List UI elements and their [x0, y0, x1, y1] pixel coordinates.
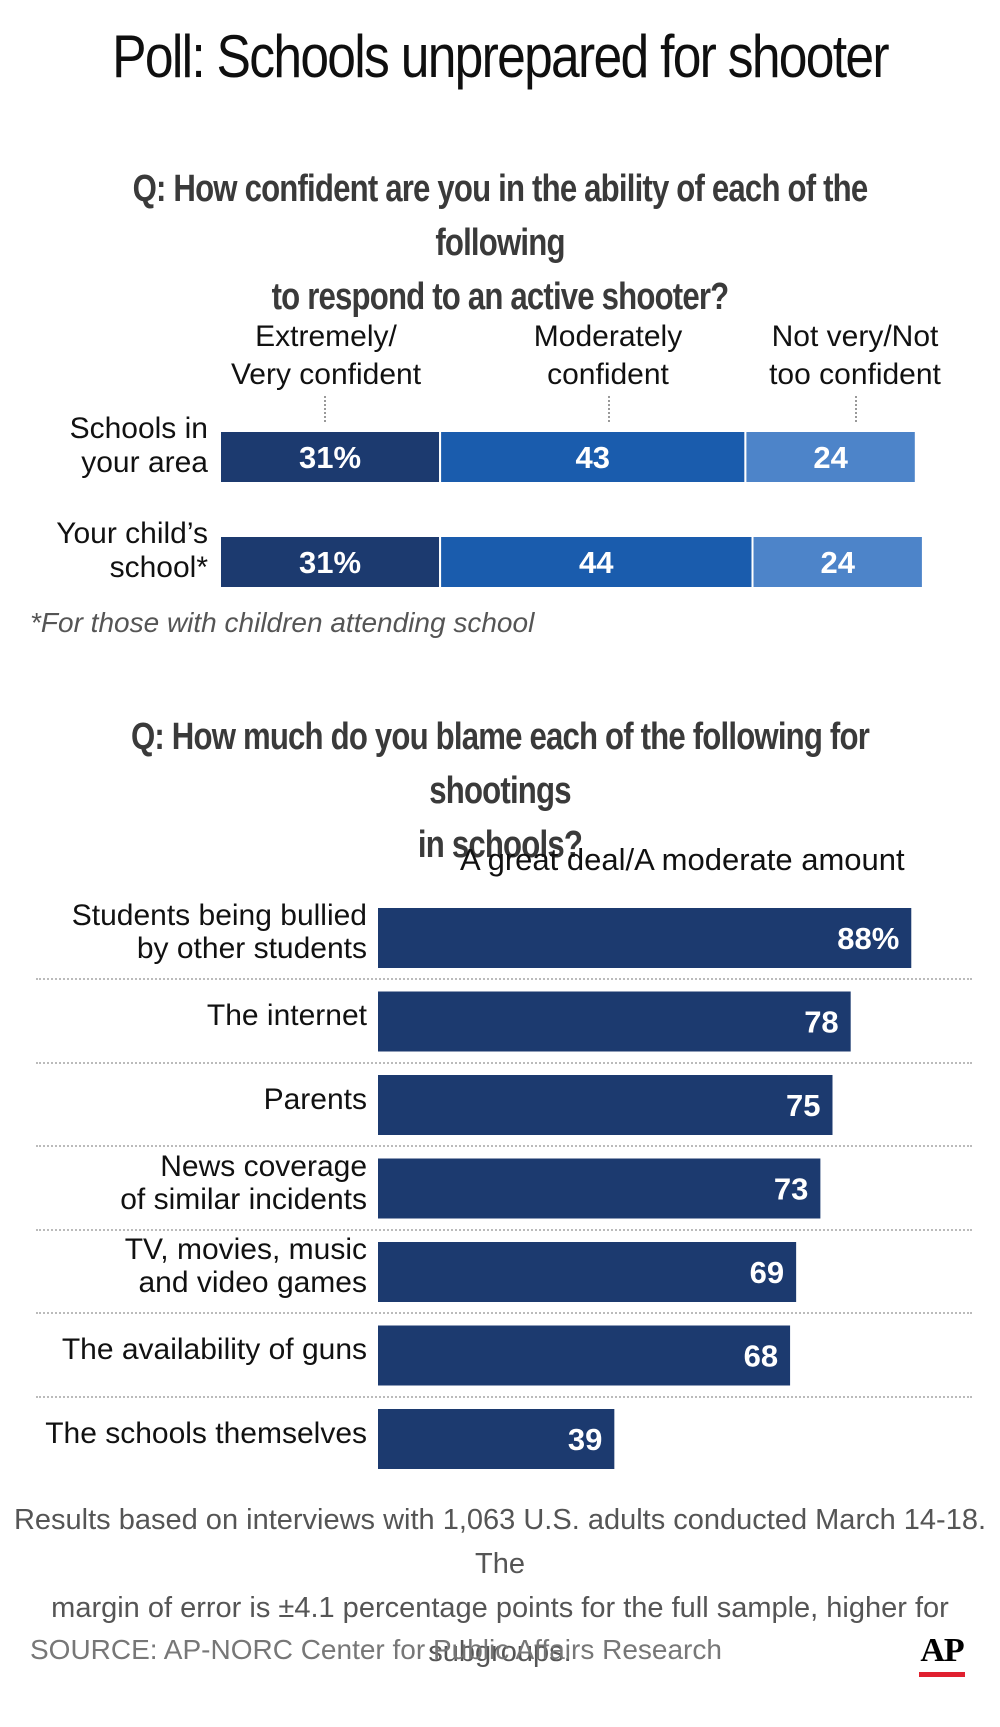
bar-segment-extremely-confident — [219, 430, 442, 484]
row-label-line: your area — [81, 446, 208, 479]
category-label-line: Students being bullied — [71, 899, 367, 932]
row-separator — [36, 1145, 972, 1147]
category-label-line: of similar incidents — [120, 1182, 367, 1216]
bar-value-label: 73 — [774, 1172, 808, 1207]
bar-value-label: 44 — [579, 545, 614, 580]
bar — [378, 991, 851, 1052]
legend-leader-line — [855, 396, 857, 422]
bar-value-label: 68 — [744, 1339, 778, 1374]
category-label-line: by other students — [136, 932, 367, 965]
row-label-childs-school: Your child’s school* — [56, 517, 208, 585]
category-label: The schools themselves — [45, 1417, 367, 1450]
question-confidence: Q: How confident are you in the ability … — [90, 162, 910, 324]
category-label: Students being bullied by other students — [72, 899, 367, 965]
bar — [378, 1409, 615, 1469]
bar-value-label: 24 — [820, 545, 855, 580]
question-blame-line2: in schools? — [417, 824, 583, 866]
category-label: TV, movies, music and video games — [125, 1233, 367, 1299]
legend-not-confident: Not very/Not too confident — [745, 318, 965, 394]
bar-segment-moderately-confident — [439, 535, 754, 589]
bar-value-label: 69 — [750, 1255, 784, 1290]
bar — [378, 1242, 797, 1302]
row-separator — [36, 1395, 972, 1398]
category-label-line: The internet — [206, 999, 367, 1032]
category-label-line: TV, movies, music — [124, 1233, 367, 1266]
category-label-line: The availability of guns — [61, 1333, 367, 1366]
row-separator — [36, 1228, 972, 1231]
row-label-line: Your child’s — [56, 517, 208, 550]
confidence-stacked-bar-chart: 31% 43 24 31% 44 24 — [219, 430, 924, 589]
row-label-schools-in-area: Schools in your area — [70, 412, 208, 480]
bar-value-label: 39 — [568, 1422, 602, 1457]
row-label-line: school* — [109, 551, 208, 584]
ap-logo-bar — [919, 1672, 965, 1677]
legend-label-line: Not very/Not — [771, 320, 939, 353]
legend-label-line: Extremely/ — [255, 320, 397, 353]
bar-value-label: 78 — [804, 1005, 838, 1040]
chart-title: Poll: Schools unprepared for shooter — [112, 23, 889, 90]
bar-segment-moderately-confident — [439, 430, 747, 484]
footnote: *For those with children attending schoo… — [30, 607, 535, 638]
category-label-line: News coverage — [160, 1149, 367, 1183]
bar-value-label: 88% — [837, 921, 899, 956]
bar — [378, 908, 912, 968]
bar-value-label: 24 — [813, 440, 848, 475]
category-label: Parents — [264, 1083, 367, 1116]
question-confidence-line1: Q: How confident are you in the ability … — [132, 168, 869, 264]
blame-bar-chart: 88% 78 75 73 69 68 39 — [378, 908, 912, 1469]
question-blame-line1: Q: How much do you blame each of the fol… — [130, 716, 870, 812]
row-label-line: Schools in — [69, 412, 208, 445]
legend-label-line: too confident — [769, 358, 941, 391]
bar — [378, 1158, 821, 1219]
source-credit: SOURCE: AP-NORC Center for Public Affair… — [30, 1634, 722, 1665]
bar-value-label: 75 — [786, 1088, 820, 1123]
category-label: The internet — [207, 999, 367, 1032]
category-label: The availability of guns — [62, 1333, 367, 1366]
category-label: News coverage of similar incidents — [120, 1150, 367, 1216]
legend-extremely-confident: Extremely/ Very confident — [216, 318, 436, 394]
bar-value-label: 43 — [576, 440, 610, 475]
category-label-line: Parents — [263, 1082, 367, 1116]
legend-label-line: Moderately — [533, 320, 683, 353]
bar-value-label: 31% — [299, 545, 361, 580]
bar — [378, 1325, 791, 1386]
series-label: A great deal/A moderate amount — [460, 842, 905, 877]
row-separator — [36, 978, 972, 980]
question-blame: Q: How much do you blame each of the fol… — [90, 710, 910, 872]
category-label-line: The schools themselves — [45, 1416, 367, 1450]
note-line: Results based on interviews with 1,063 U… — [13, 1504, 987, 1580]
ap-logo-text: AP — [920, 1632, 964, 1669]
methodology-note: Results based on interviews with 1,063 U… — [0, 1498, 1000, 1674]
legend-label-line: confident — [547, 358, 669, 391]
legend-label-line: Very confident — [230, 358, 422, 391]
bar-value-label: 31% — [299, 440, 361, 475]
bar-segment-not-confident — [751, 535, 924, 589]
note-line: margin of error is ±4.1 percentage point… — [51, 1592, 949, 1668]
legend-leader-line — [608, 396, 610, 422]
row-separator — [36, 1061, 972, 1064]
ap-logo: AP — [919, 1632, 965, 1677]
question-confidence-line2: to respond to an active shooter? — [271, 276, 730, 318]
category-label-line: and video games — [138, 1266, 368, 1299]
legend-leader-line — [324, 396, 326, 422]
bar-segment-not-confident — [744, 430, 917, 484]
bar-segment-extremely-confident — [219, 535, 442, 589]
row-separator — [36, 1312, 972, 1314]
bar — [378, 1075, 833, 1135]
legend-moderately-confident: Moderately confident — [498, 318, 718, 394]
